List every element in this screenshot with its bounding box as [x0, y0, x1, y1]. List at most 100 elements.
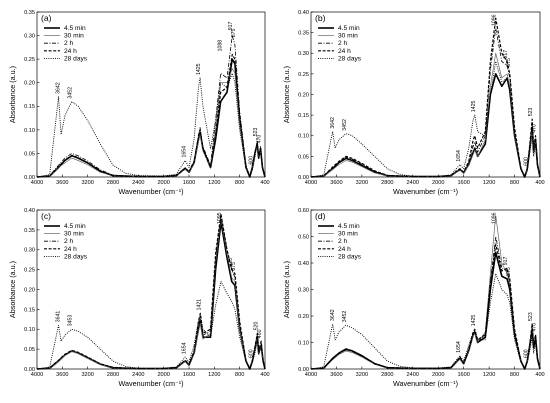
y-tick-label: 0.00 — [24, 175, 35, 181]
x-tick-label: 2000 — [157, 372, 169, 378]
peak-label: 3642 — [330, 309, 336, 321]
y-axis-title: Absorbance (a.u.) — [282, 261, 291, 318]
x-axis-title: Wavenumber (cm⁻¹) — [393, 379, 458, 388]
panel-label: (d) — [315, 211, 326, 221]
y-tick-label: 0.60 — [298, 208, 309, 214]
y-axis-title: Absorbance (a.u.) — [8, 66, 17, 123]
x-tick-label: 400 — [535, 372, 544, 378]
peak-label: 875 — [231, 29, 237, 38]
y-tick-label: 0.35 — [24, 10, 35, 16]
series-line-28-days — [310, 61, 541, 178]
y-axis-title: Absorbance (a.u.) — [282, 66, 291, 123]
legend-label: 2 h — [338, 40, 347, 47]
peak-label: 917 — [503, 50, 509, 59]
series-line-24-h — [36, 53, 266, 178]
x-tick-label: 800 — [510, 180, 519, 186]
x-axis-title: Wavenumber (cm⁻¹) — [393, 187, 458, 196]
y-tick-label: 0.15 — [24, 307, 35, 313]
y-tick-label: 0.20 — [24, 287, 35, 293]
y-tick-label: 0.10 — [298, 134, 309, 140]
peak-label: 460 — [257, 329, 263, 338]
x-tick-label: 3200 — [81, 372, 93, 378]
chart-panel-4: 0.00 0.10 0.20 0.30 0.40 0.50 0.60 4000 3600 3200… — [282, 208, 545, 388]
legend-label: 30 min — [338, 33, 358, 40]
peak-label: 3642 — [330, 117, 336, 129]
x-tick-label: 2800 — [381, 180, 393, 186]
y-tick-label: 0.25 — [24, 57, 35, 63]
chart-panel-1: 0.00 0.05 0.10 0.15 0.20 0.25 0.30 0.35 4000 3600… — [8, 10, 270, 196]
x-tick-label: 2400 — [132, 372, 144, 378]
x-axis-title: Wavenumber (cm⁻¹) — [118, 187, 183, 196]
legend-label: 4.5 min — [338, 25, 360, 32]
peak-label: 600 — [248, 156, 254, 165]
y-axis-title: Absorbance (a.u.) — [8, 261, 17, 318]
peak-label: 523 — [253, 128, 259, 137]
x-tick-label: 2800 — [107, 372, 119, 378]
x-tick-label: 4000 — [31, 180, 43, 186]
legend-label: 4.5 min — [64, 25, 86, 32]
peak-label: 1425 — [196, 63, 202, 75]
legend-label: 30 min — [64, 231, 84, 238]
x-tick-label: 3600 — [56, 180, 68, 186]
x-tick-label: 1200 — [208, 372, 220, 378]
legend-label: 2 h — [64, 238, 73, 245]
peak-label: 470 — [257, 135, 263, 144]
x-tick-label: 1200 — [483, 180, 495, 186]
peak-label: 600 — [523, 157, 529, 166]
x-tick-label: 1600 — [457, 180, 469, 186]
peak-label: 470 — [532, 323, 538, 332]
peak-label: 600 — [248, 349, 254, 358]
legend-label: 28 days — [64, 253, 88, 260]
x-tick-label: 400 — [535, 180, 544, 186]
peak-label: 1096 — [492, 14, 498, 26]
legend-label: 4.5 min — [64, 223, 86, 230]
panel-label: (a) — [41, 13, 52, 23]
x-tick-label: 4000 — [305, 180, 317, 186]
series-line-2-h — [310, 236, 541, 370]
peak-label: 1654 — [182, 342, 188, 354]
y-tick-label: 0.05 — [298, 154, 309, 160]
y-tick-label: 0.10 — [298, 340, 309, 346]
y-tick-label: 0.35 — [298, 31, 309, 37]
y-tick-label: 0.30 — [298, 51, 309, 57]
legend-label: 4.5 min — [338, 223, 360, 230]
series-line-24-h — [36, 213, 266, 370]
peak-label: 3452 — [342, 119, 348, 131]
y-tick-label: 0.30 — [24, 33, 35, 39]
legend-label: 28 days — [338, 55, 362, 62]
x-tick-label: 1600 — [183, 372, 195, 378]
y-tick-label: 0.00 — [298, 367, 309, 373]
legend-label: 2 h — [338, 238, 347, 245]
x-tick-label: 2000 — [432, 180, 444, 186]
panel-label: (c) — [41, 211, 51, 221]
x-tick-label: 2800 — [381, 372, 393, 378]
x-tick-label: 400 — [260, 372, 269, 378]
legend-label: 24 h — [64, 246, 77, 253]
peak-label: 1095 — [217, 212, 223, 224]
y-tick-label: 0.15 — [298, 113, 309, 119]
panel-label: (b) — [315, 13, 326, 23]
x-tick-label: 3200 — [81, 180, 93, 186]
x-tick-label: 1600 — [183, 180, 195, 186]
peak-label: 1088 — [217, 40, 223, 52]
peak-label: 1425 — [471, 315, 477, 327]
peak-label: 3452 — [342, 311, 348, 323]
peak-label: 1096 — [492, 212, 498, 224]
y-tick-label: 0.50 — [298, 234, 309, 240]
legend-label: 24 h — [64, 48, 77, 55]
x-tick-label: 3600 — [56, 372, 68, 378]
x-tick-label: 2000 — [432, 372, 444, 378]
series-line-30-min — [36, 68, 266, 178]
y-tick-label: 0.20 — [24, 81, 35, 87]
y-tick-label: 0.20 — [298, 92, 309, 98]
x-tick-label: 3600 — [330, 372, 342, 378]
peak-label: 925 — [228, 258, 234, 267]
peak-label: 523 — [528, 107, 534, 116]
x-tick-label: 800 — [510, 372, 519, 378]
x-tick-label: 4000 — [305, 372, 317, 378]
y-tick-label: 0.30 — [298, 287, 309, 293]
x-tick-label: 1600 — [457, 372, 469, 378]
y-tick-label: 0.40 — [24, 208, 35, 214]
peak-label: 875 — [231, 262, 237, 271]
